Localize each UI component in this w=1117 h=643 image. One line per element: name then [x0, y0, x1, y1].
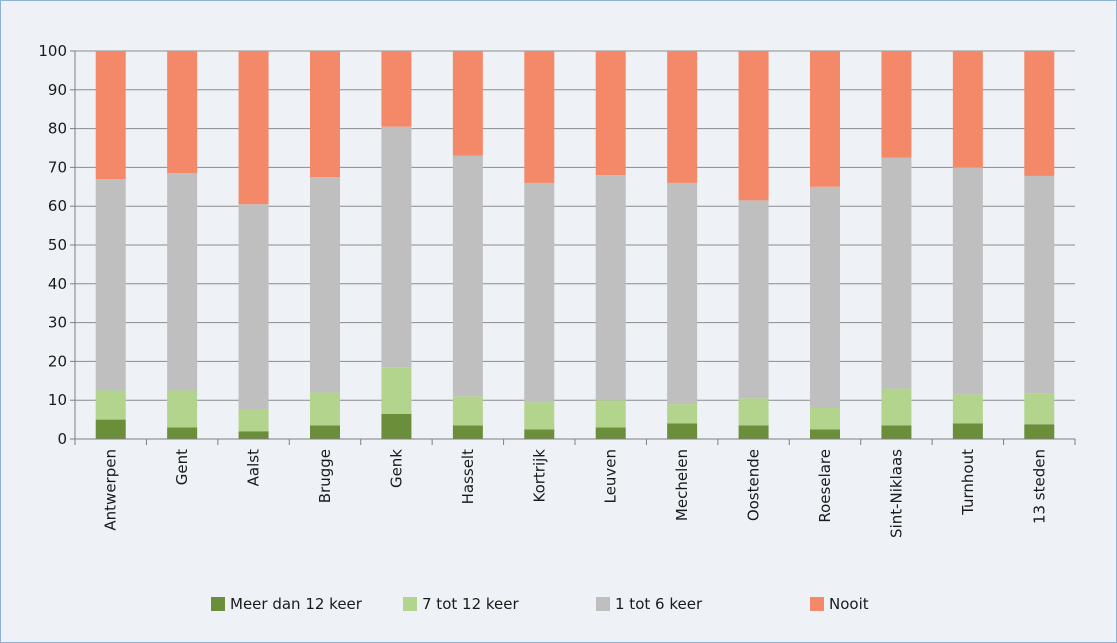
- bar-segment: [1024, 175, 1055, 394]
- bars: [95, 51, 1055, 439]
- bar-segment: [595, 175, 626, 401]
- y-tick-label: 20: [48, 352, 67, 370]
- legend-label: Meer dan 12 keer: [230, 595, 363, 613]
- y-tick-label: 40: [48, 275, 67, 293]
- bar-segment: [738, 200, 769, 399]
- x-category-labels: Antwerpen Gent Aalst Brugge Genk Hasselt Kortr…: [102, 449, 1049, 538]
- y-tick-label: 30: [48, 314, 67, 332]
- bar-segment: [167, 390, 198, 428]
- bar-segment: [167, 427, 198, 439]
- bar-segment: [738, 51, 769, 201]
- bar-segment: [881, 51, 912, 158]
- x-category-label: Aalst: [245, 449, 263, 486]
- bar-segment: [881, 157, 912, 389]
- legend-swatch: [810, 597, 824, 611]
- x-category-label: Kortrijk: [530, 449, 548, 503]
- x-category-label: Antwerpen: [102, 449, 120, 531]
- y-tick-label: 10: [48, 391, 67, 409]
- legend-swatch: [211, 597, 225, 611]
- bar-segment: [881, 425, 912, 439]
- bar-segment: [524, 182, 555, 403]
- legend: Meer dan 12 keer 7 tot 12 keer 1 tot 6 kee…: [211, 595, 869, 613]
- x-category-label: Oostende: [745, 449, 763, 521]
- bar-segment: [452, 425, 483, 439]
- bar-segment: [952, 423, 983, 439]
- bar-segment: [952, 51, 983, 168]
- bar-segment: [738, 398, 769, 426]
- x-category-label: Hasselt: [459, 449, 477, 504]
- bar-segment: [381, 51, 412, 127]
- axes: [70, 50, 1076, 445]
- bar-segment: [524, 429, 555, 439]
- y-tick-label: 50: [48, 236, 67, 254]
- bar-segment: [595, 400, 626, 428]
- bar-segment: [1024, 51, 1055, 176]
- bar-segment: [738, 425, 769, 439]
- bar-segment: [95, 390, 126, 420]
- x-category-label: Genk: [387, 449, 405, 488]
- bar-segment: [452, 51, 483, 156]
- bar-segment: [524, 51, 555, 183]
- legend-swatch: [403, 597, 417, 611]
- y-tick-label: 100: [38, 42, 67, 60]
- bar-segment: [167, 173, 198, 391]
- bar-segment: [310, 425, 340, 439]
- bar-segment: [238, 431, 269, 439]
- bar-segment: [95, 179, 126, 391]
- y-tick-label: 70: [48, 158, 67, 176]
- bar-segment: [310, 392, 340, 426]
- x-category-label: Sint-Niklaas: [887, 449, 905, 538]
- bar-segment: [381, 413, 412, 439]
- bar-segment: [1024, 393, 1055, 425]
- x-category-label: Roeselare: [816, 449, 834, 523]
- bar-segment: [95, 51, 126, 180]
- bar-segment: [238, 409, 269, 432]
- bar-segment: [310, 51, 340, 178]
- bar-segment: [595, 427, 626, 439]
- y-tick-label: 90: [48, 81, 67, 99]
- x-category-label: Mechelen: [673, 449, 691, 521]
- legend-swatch: [596, 597, 610, 611]
- gridlines: [75, 50, 1075, 401]
- bar-segment: [810, 407, 840, 430]
- bar-segment: [667, 404, 698, 424]
- y-tick-labels: 0 10 20 30 40 50 60 70 80 90 100: [38, 42, 67, 448]
- bar-segment: [667, 423, 698, 439]
- bar-segment: [452, 155, 483, 397]
- bar-segment: [595, 51, 626, 176]
- bar-segment: [95, 419, 126, 439]
- bar-segment: [524, 402, 555, 430]
- legend-label: Nooit: [829, 595, 869, 613]
- bar-segment: [810, 429, 840, 439]
- bar-segment: [667, 182, 698, 405]
- y-tick-label: 80: [48, 120, 67, 138]
- x-category-label: 13 steden: [1030, 449, 1048, 524]
- x-category-label: Turnhout: [959, 449, 977, 516]
- bar-segment: [952, 167, 983, 395]
- legend-label: 1 tot 6 keer: [615, 595, 703, 613]
- x-category-label: Leuven: [602, 449, 620, 503]
- bar-segment: [238, 204, 269, 410]
- bar-segment: [310, 177, 340, 393]
- bar-segment: [167, 51, 198, 174]
- bar-segment: [1024, 424, 1055, 439]
- bar-segment: [952, 394, 983, 424]
- bar-segment: [810, 186, 840, 408]
- y-tick-label: 60: [48, 197, 67, 215]
- bar-segment: [452, 396, 483, 426]
- bar-segment: [667, 51, 698, 183]
- bar-segment: [881, 388, 912, 426]
- y-tick-label: 0: [57, 430, 67, 448]
- x-category-label: Gent: [173, 449, 191, 485]
- bar-segment: [238, 51, 269, 205]
- x-category-label: Brugge: [316, 449, 334, 503]
- bar-segment: [381, 126, 412, 368]
- bar-segment: [810, 51, 840, 187]
- legend-label: 7 tot 12 keer: [422, 595, 519, 613]
- bar-segment: [381, 367, 412, 414]
